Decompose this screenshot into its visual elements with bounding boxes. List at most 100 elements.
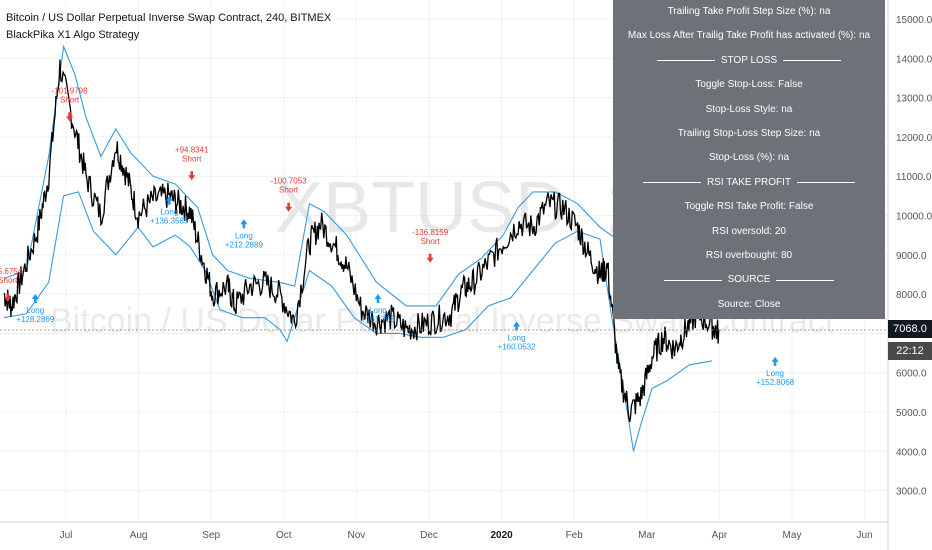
panel-row: Source: Close [717, 298, 781, 310]
signal-label: Short [182, 154, 202, 163]
signal-label: Short [0, 276, 18, 285]
x-tick-label: Mar [638, 530, 656, 541]
y-tick-label: 8000.0 [896, 290, 927, 301]
chart-title: Bitcoin / US Dollar Perpetual Inverse Sw… [6, 12, 332, 24]
long-arrow-icon [771, 356, 779, 366]
signal-value: +212.2889 [225, 240, 264, 249]
x-tick-label: Jun [857, 530, 873, 541]
short-arrow-icon [4, 293, 12, 303]
y-tick-label: 4000.0 [896, 447, 927, 458]
strategy-info-panel: Trailing Take Profit Step Size (%): na Ma… [613, 0, 885, 319]
panel-row: Stop-Loss Style: na [705, 103, 793, 115]
panel-row: RSI overbought: 80 [705, 249, 793, 261]
long-arrow-icon [165, 195, 173, 205]
panel-section-label: SOURCE [727, 274, 771, 286]
signal-label: Long [160, 208, 178, 217]
x-tick-label: Aug [130, 530, 148, 541]
x-tick-label: Feb [566, 530, 584, 541]
y-tick-label: 14000.0 [896, 54, 932, 65]
price-candles [3, 59, 720, 423]
x-tick-label: Apr [712, 530, 728, 541]
separator-line [797, 182, 856, 184]
x-tick-label: 2020 [490, 530, 513, 541]
y-tick-label: 9000.0 [896, 251, 927, 262]
panel-row: Toggle RSI Take Profit: False [684, 201, 814, 213]
long-arrow-icon [374, 293, 382, 303]
current-price-tag: 7068.0 [888, 320, 932, 338]
separator-line [783, 60, 842, 62]
long-arrow-icon [31, 293, 39, 303]
signal-value: -136.8159 [412, 228, 449, 237]
long-signal: Long+152.8068 [756, 356, 795, 387]
long-signal: Long+212.2889 [225, 219, 264, 249]
signal-label: Long [369, 306, 387, 315]
panel-section-header: STOP LOSS [613, 49, 885, 73]
strategy-name[interactable]: BlackPika X1 Algo Strategy [6, 29, 140, 41]
panel-row: Toggle Stop-Loss: False [695, 79, 803, 91]
price-channel [3, 44, 712, 452]
signal-value: +152.8068 [756, 378, 795, 387]
price-axis: 3000.04000.05000.06000.07000.08000.09000… [887, 0, 932, 550]
panel-section-label: RSI TAKE PROFIT [706, 176, 792, 188]
channel-upper-line [3, 44, 712, 319]
separator-line [656, 60, 715, 62]
separator-line [776, 279, 835, 281]
signal-label: Long [26, 306, 44, 315]
separator-line [642, 182, 701, 184]
long-signal: Long+161.763 [361, 293, 395, 324]
signal-value: +160.0532 [498, 342, 537, 351]
y-tick-label: 11000.0 [896, 172, 932, 183]
panel-row: Max Loss After Trailig Take Profit has a… [627, 30, 871, 42]
short-arrow-icon [188, 171, 196, 181]
panel-section-header: SOURCE [613, 268, 885, 292]
long-signal: Long+136.3585 [150, 195, 189, 226]
x-tick-label: Jul [60, 530, 73, 541]
x-tick-label: Nov [348, 530, 366, 541]
separator-line [663, 279, 722, 281]
signal-label: Long [766, 369, 784, 378]
signal-label: Long [235, 231, 253, 240]
y-tick-label: 5000.0 [896, 408, 927, 419]
signal-label: Short [421, 237, 441, 246]
x-tick-label: May [783, 530, 802, 541]
y-tick-label: 10000.0 [896, 212, 932, 223]
panel-row: Trailing Stop-Loss Step Size: na [677, 127, 821, 139]
panel-row: RSI oversold: 20 [712, 225, 786, 237]
x-tick-label: Sep [202, 530, 220, 541]
panel-row: Trailing Take Profit Step Size (%): na [667, 6, 831, 17]
time-axis: Jul Aug Sep Oct Nov Dec 2020 Feb Mar Apr May Jun [0, 521, 888, 541]
y-tick-label: 13000.0 [896, 94, 932, 105]
x-tick-label: Dec [420, 530, 438, 541]
signal-value: -100.7053 [271, 177, 308, 186]
signal-value: +128.2869 [16, 315, 55, 324]
panel-section-header: RSI TAKE PROFIT [613, 171, 885, 195]
long-arrow-icon [513, 321, 521, 331]
long-arrow-icon [240, 219, 248, 229]
y-tick-label: 3000.0 [896, 487, 927, 498]
price-line [3, 59, 720, 423]
panel-section-label: STOP LOSS [720, 54, 778, 66]
y-tick-label: 6000.0 [896, 369, 927, 380]
y-tick-label: 15000.0 [896, 15, 932, 26]
long-signal: Long+128.2869 [16, 293, 55, 324]
panel-row: Stop-Loss (%): na [708, 152, 790, 164]
signal-value: -101.9798 [52, 86, 89, 95]
x-tick-label: Oct [276, 530, 292, 541]
signal-label: Short [60, 95, 80, 104]
short-arrow-icon [66, 112, 74, 122]
countdown-tag: 22:12 [888, 342, 932, 360]
signal-value: 15.6754 [0, 267, 23, 276]
short-arrow-icon [285, 202, 293, 212]
signal-label: Short [279, 186, 299, 195]
short-arrow-icon [426, 253, 434, 263]
signal-value: +136.3585 [150, 217, 189, 226]
signal-value: +161.763 [361, 315, 395, 324]
y-tick-label: 12000.0 [896, 133, 932, 144]
signal-label: Long [508, 333, 526, 342]
long-signal: Long+160.0532 [498, 321, 537, 351]
